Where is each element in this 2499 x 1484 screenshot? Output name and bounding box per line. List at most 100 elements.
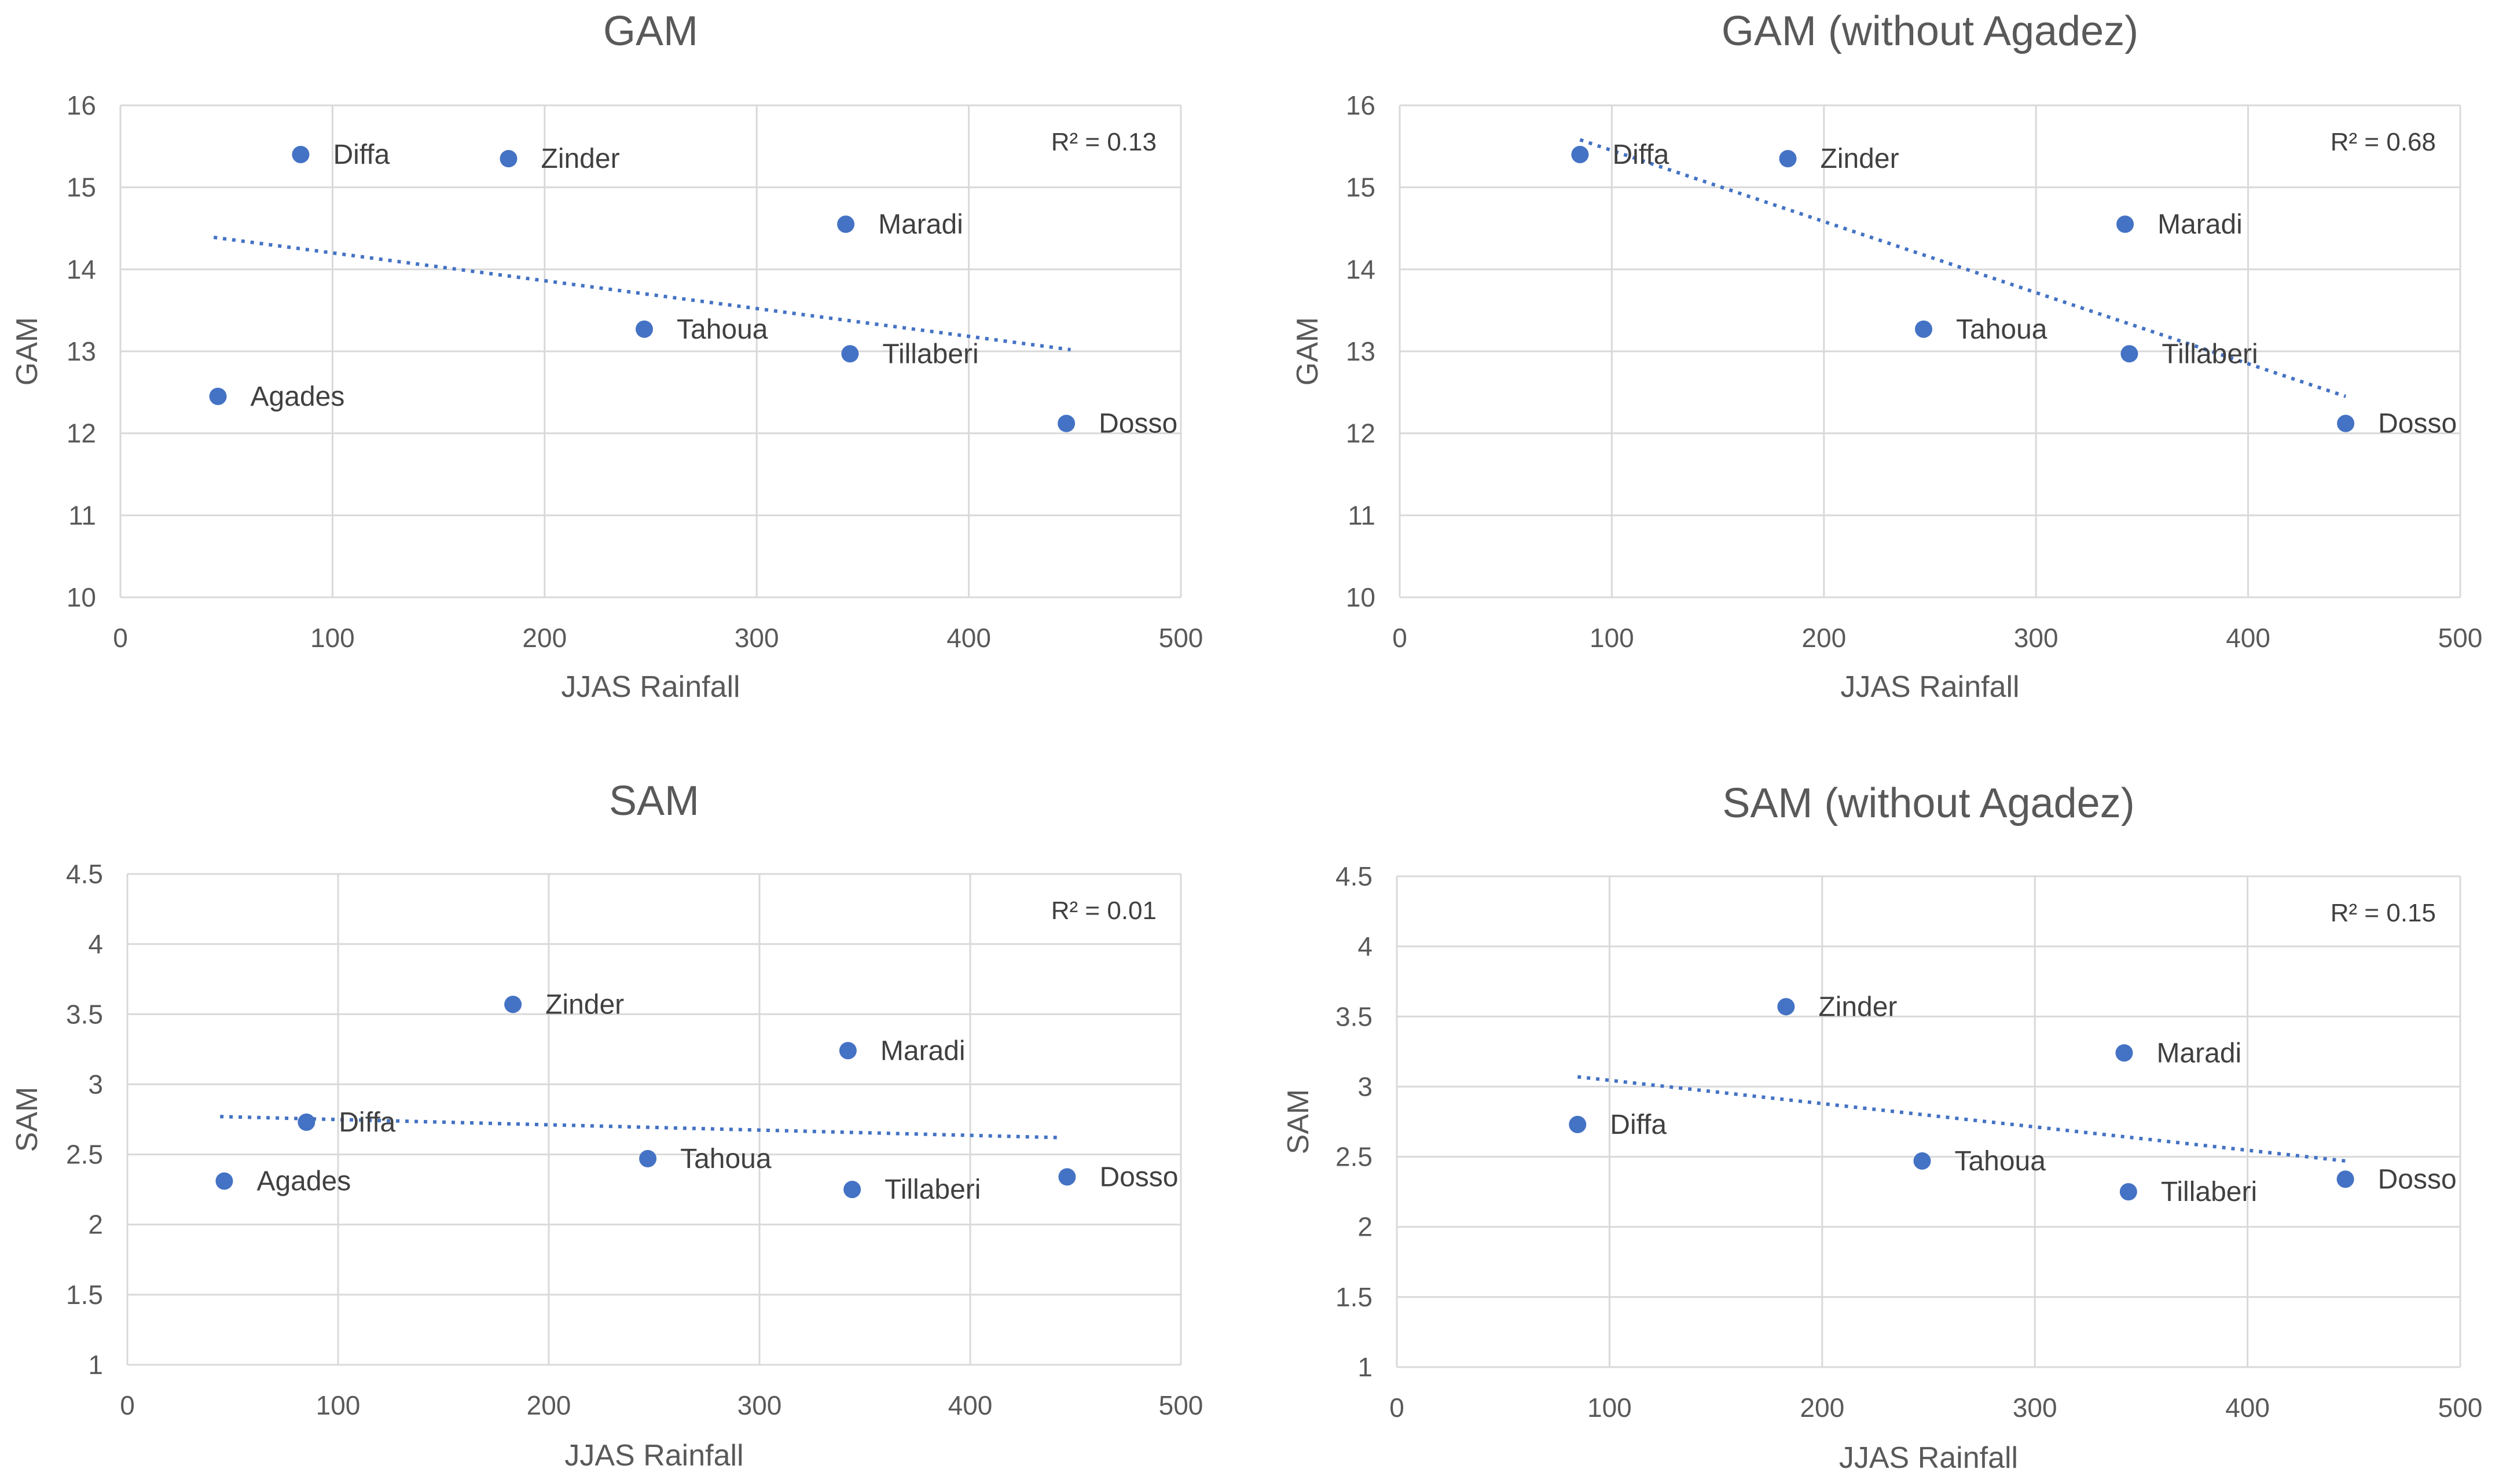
y-tick-label: 3.5 — [66, 999, 103, 1029]
y-tick-label: 3 — [88, 1069, 103, 1099]
y-tick-label: 2 — [88, 1210, 103, 1240]
y-tick-label: 4.5 — [1335, 861, 1373, 891]
r-squared-label: R² = 0.01 — [1051, 897, 1157, 925]
y-tick-label: 16 — [1346, 90, 1375, 120]
y-tick-label: 13 — [67, 336, 96, 366]
y-axis-title: GAM — [1291, 317, 1324, 385]
chart-panel-4: 1 1.5 2 2.5 3 3.5 4 4.5 0 100 200 300 400 500 SAM (wit… — [1282, 780, 2482, 1475]
data-point-dosso — [1058, 414, 1076, 432]
y-tick-label: 4 — [88, 929, 103, 959]
x-tick-label: 500 — [1159, 1390, 1203, 1420]
data-point-maradi — [2116, 215, 2134, 233]
data-point-dosso — [1058, 1168, 1076, 1186]
data-point-agades — [209, 387, 227, 405]
data-point-diffa — [292, 146, 310, 163]
chart-title: GAM (without Agadez) — [1722, 8, 2138, 54]
data-point-diffa — [298, 1113, 315, 1131]
data-label-diffa: Diffa — [333, 139, 390, 170]
data-label-zinder: Zinder — [1821, 144, 1899, 174]
y-tick-label: 14 — [1346, 254, 1375, 284]
chart-panel-1: 10 11 12 13 14 15 16 0 100 200 300 400 500 GAM JJAS Ra… — [10, 8, 1203, 704]
x-tick-label: 200 — [527, 1390, 571, 1420]
x-tick-label: 100 — [1587, 1393, 1632, 1423]
data-label-dosso: Dosso — [2378, 409, 2457, 439]
chart-title: SAM (without Agadez) — [1722, 780, 2134, 827]
data-label-dosso: Dosso — [1099, 1162, 1178, 1192]
y-tick-label: 10 — [67, 582, 96, 612]
data-label-tahoua: Tahoua — [677, 314, 768, 345]
data-point-dosso — [2336, 1170, 2354, 1188]
x-tick-label: 500 — [1159, 623, 1203, 653]
data-label-tillaberi: Tillaberi — [2162, 339, 2258, 369]
y-tick-label: 1.5 — [1335, 1282, 1373, 1312]
data-point-tahoua — [639, 1149, 657, 1167]
data-point-diffa — [1569, 1115, 1587, 1133]
data-label-diffa: Diffa — [339, 1107, 395, 1138]
y-tick-label: 10 — [1346, 582, 1375, 612]
data-point-maradi — [839, 1042, 857, 1060]
data-label-maradi: Maradi — [2157, 209, 2243, 240]
data-label-dosso: Dosso — [2378, 1164, 2457, 1195]
data-point-tillaberi — [841, 345, 859, 363]
y-axis-title: SAM — [10, 1087, 44, 1152]
data-point-zinder — [500, 150, 518, 168]
data-label-agades: Agades — [251, 381, 345, 412]
data-point-diffa — [1571, 146, 1589, 163]
data-label-tillaberi: Tillaberi — [885, 1174, 981, 1205]
x-tick-label: 400 — [2225, 1393, 2270, 1423]
y-tick-label: 3.5 — [1335, 1001, 1373, 1031]
data-point-dosso — [2337, 414, 2355, 432]
x-tick-label: 400 — [948, 1390, 993, 1420]
x-tick-label: 200 — [1800, 1393, 1844, 1423]
data-label-agades: Agades — [256, 1166, 351, 1197]
data-label-tahoua: Tahoua — [1954, 1146, 2046, 1177]
data-label-tillaberi: Tillaberi — [2161, 1177, 2257, 1207]
data-label-tahoua: Tahoua — [1956, 314, 2047, 345]
y-tick-label: 1.5 — [66, 1280, 103, 1310]
r-squared-label: R² = 0.13 — [1051, 128, 1157, 156]
x-tick-label: 0 — [1392, 623, 1407, 653]
data-point-zinder — [1779, 150, 1797, 168]
x-tick-label: 200 — [1801, 623, 1846, 653]
x-tick-label: 300 — [735, 623, 779, 653]
data-point-tahoua — [636, 320, 654, 338]
y-tick-label: 11 — [68, 500, 96, 530]
data-point-agades — [215, 1172, 233, 1190]
y-tick-label: 12 — [1346, 418, 1375, 449]
data-point-tahoua — [1913, 1152, 1931, 1170]
y-tick-label: 1 — [88, 1350, 103, 1380]
chart-title: GAM — [603, 8, 698, 54]
data-point-tillaberi — [2119, 1183, 2137, 1201]
data-point-tillaberi — [843, 1181, 861, 1199]
x-tick-label: 500 — [2438, 623, 2483, 653]
y-tick-label: 2 — [1357, 1212, 1373, 1242]
data-label-tahoua: Tahoua — [680, 1144, 772, 1174]
data-point-maradi — [837, 215, 855, 233]
data-label-zinder: Zinder — [541, 144, 620, 174]
r-squared-label: R² = 0.15 — [2331, 899, 2436, 927]
data-label-dosso: Dosso — [1099, 409, 1177, 439]
x-tick-label: 500 — [2438, 1393, 2483, 1423]
x-tick-label: 0 — [120, 1390, 135, 1420]
x-tick-label: 400 — [946, 623, 991, 653]
x-tick-label: 200 — [522, 623, 567, 653]
y-tick-label: 4.5 — [66, 859, 103, 889]
x-tick-label: 0 — [113, 623, 128, 653]
x-tick-label: 100 — [1590, 623, 1634, 653]
x-axis-title: JJAS Rainfall — [1840, 670, 2019, 704]
data-point-tillaberi — [2120, 345, 2138, 363]
data-point-tahoua — [1915, 320, 1933, 338]
x-tick-label: 100 — [310, 623, 355, 653]
y-tick-label: 15 — [67, 172, 96, 203]
y-tick-label: 2.5 — [1335, 1142, 1373, 1172]
data-point-zinder — [1777, 998, 1795, 1016]
trendline — [220, 1115, 1059, 1140]
y-axis-title: GAM — [10, 317, 44, 385]
chart-panel-2: 10 11 12 13 14 15 16 0 100 200 300 400 500 GAM (witho… — [1291, 8, 2482, 704]
data-label-diffa: Diffa — [1612, 139, 1669, 170]
y-tick-label: 13 — [1346, 336, 1375, 366]
data-label-maradi: Maradi — [2157, 1038, 2242, 1068]
y-tick-label: 11 — [1348, 500, 1375, 530]
y-tick-label: 3 — [1357, 1071, 1373, 1101]
